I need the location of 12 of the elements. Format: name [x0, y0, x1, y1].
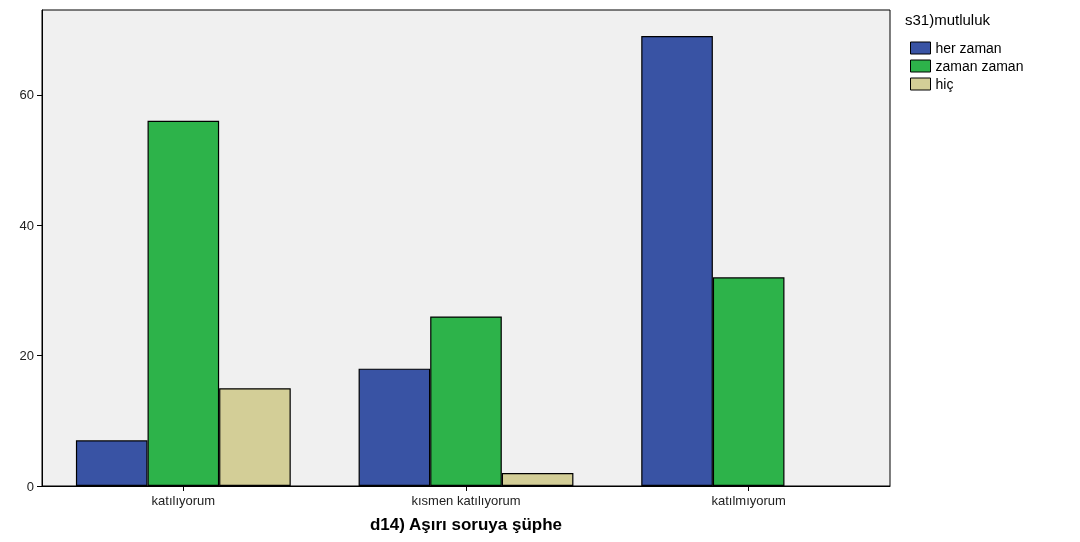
legend-label: her zaman: [935, 40, 1002, 56]
x-tick-label: kısmen katılıyorum: [411, 493, 521, 508]
y-tick-label: 20: [19, 348, 34, 364]
legend-label: hiç: [935, 76, 954, 92]
y-tick-label: 0: [26, 478, 34, 494]
x-tick-label: katılmıyorum: [711, 493, 786, 508]
y-tick-label: 60: [19, 87, 34, 103]
x-tick-label: katılıyorum: [151, 493, 216, 508]
legend-label: zaman zaman: [935, 58, 1024, 74]
legend-title: s31)mutluluk: [905, 11, 991, 28]
y-tick-label: 40: [19, 217, 34, 233]
x-axis-title: d14) Aşırı soruya şüphe: [369, 515, 563, 534]
